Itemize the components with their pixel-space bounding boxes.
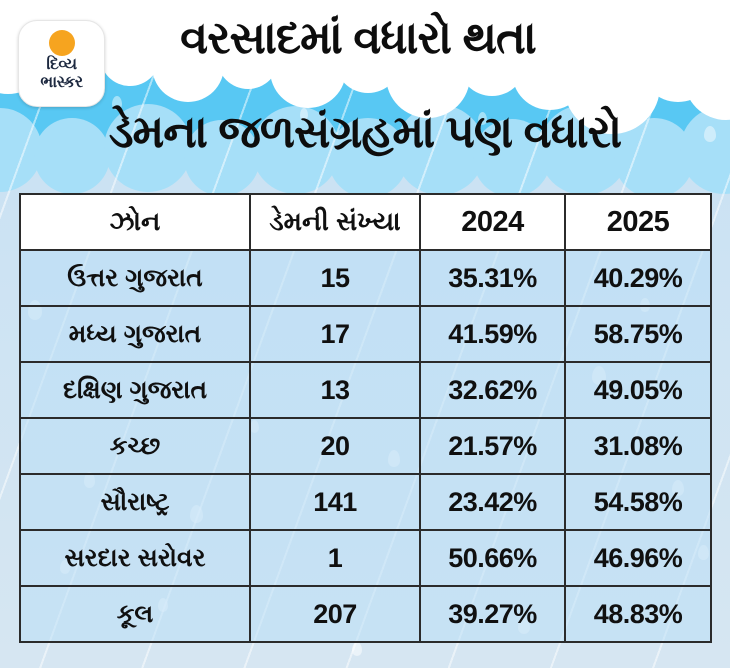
page-title: વરસાદમાં વધારો થતા [180, 12, 537, 63]
storage-2025-cell: 49.05% [564, 361, 712, 419]
storage-2025-cell: 48.83% [564, 585, 712, 643]
table-row: મધ્ય ગુજરાત 17 41.59% 58.75% [19, 305, 712, 363]
brand-name-line2: ભાસ્કર [40, 73, 83, 91]
table-row: સરદાર સરોવર 1 50.66% 46.96% [19, 529, 712, 587]
zone-cell: ઉત્તર ગુજરાત [19, 249, 251, 307]
column-header-2024: 2024 [419, 193, 566, 251]
dam-count-cell: 1 [249, 529, 421, 587]
storage-2025-cell: 54.58% [564, 473, 712, 531]
table-row-total: કૂલ 207 39.27% 48.83% [19, 585, 712, 643]
zone-cell: કૂલ [19, 585, 251, 643]
table-row: દક્ષિણ ગુજરાત 13 32.62% 49.05% [19, 361, 712, 419]
zone-cell: કચ્છ [19, 417, 251, 475]
storage-2025-cell: 46.96% [564, 529, 712, 587]
storage-2025-cell: 58.75% [564, 305, 712, 363]
table-row: કચ્છ 20 21.57% 31.08% [19, 417, 712, 475]
dam-count-cell: 20 [249, 417, 421, 475]
dam-count-cell: 13 [249, 361, 421, 419]
storage-2025-cell: 40.29% [564, 249, 712, 307]
storage-2024-cell: 35.31% [419, 249, 566, 307]
dam-count-cell: 141 [249, 473, 421, 531]
sun-icon [48, 30, 75, 56]
zone-cell: દક્ષિણ ગુજરાત [19, 361, 251, 419]
storage-2024-cell: 21.57% [419, 417, 566, 475]
column-header-dam-count: ડેમની સંખ્યા [249, 193, 421, 251]
column-header-zone: ઝોન [19, 193, 251, 251]
storage-2025-cell: 31.08% [564, 417, 712, 475]
page-subtitle: ડેમના જળસંગ્રહમાં પણ વધારો [108, 106, 622, 157]
zone-cell: સૌરાષ્ટ્ર [19, 473, 251, 531]
table-row: સૌરાષ્ટ્ર 141 23.42% 54.58% [19, 473, 712, 531]
dam-count-cell: 15 [249, 249, 421, 307]
dam-count-cell: 207 [249, 585, 421, 643]
storage-2024-cell: 39.27% [419, 585, 566, 643]
storage-2024-cell: 23.42% [419, 473, 566, 531]
storage-2024-cell: 41.59% [419, 305, 566, 363]
storage-2024-cell: 32.62% [419, 361, 566, 419]
storage-2024-cell: 50.66% [419, 529, 566, 587]
table-header-row: ઝોન ડેમની સંખ્યા 2024 2025 [19, 193, 712, 251]
column-header-2025: 2025 [564, 193, 712, 251]
raindrop-icon [352, 642, 362, 656]
zone-cell: મધ્ય ગુજરાત [19, 305, 251, 363]
table-row: ઉત્તર ગુજરાત 15 35.31% 40.29% [19, 249, 712, 307]
dam-storage-table: ઝોન ડેમની સંખ્યા 2024 2025 ઉત્તર ગુજરાત … [19, 193, 712, 643]
dam-count-cell: 17 [249, 305, 421, 363]
zone-cell: સરદાર સરોવર [19, 529, 251, 587]
